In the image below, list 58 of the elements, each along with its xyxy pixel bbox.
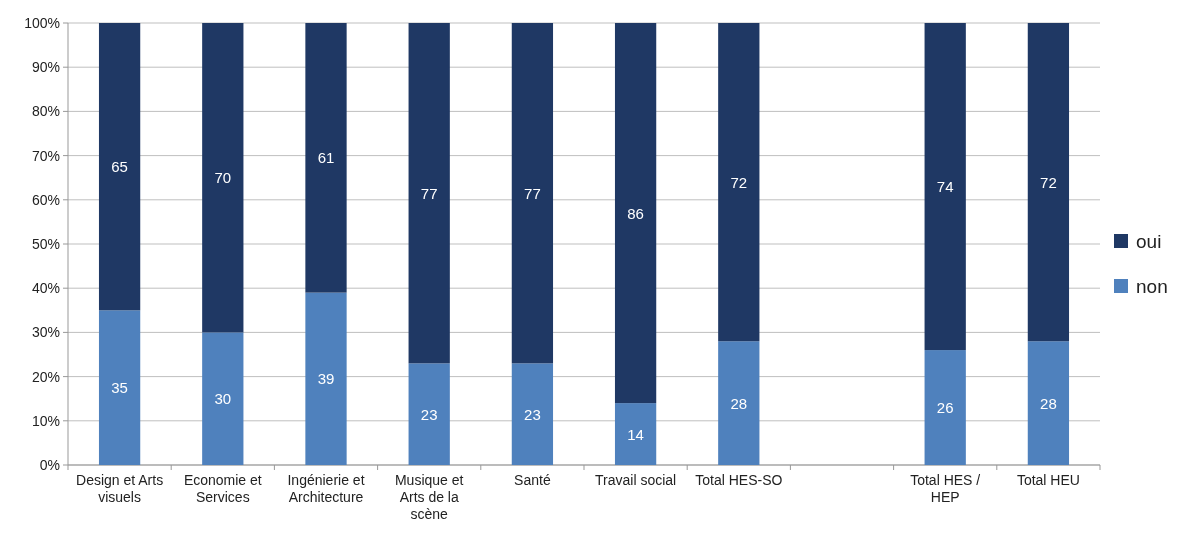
y-tick-label: 50% (31, 236, 60, 252)
bar (924, 350, 966, 465)
bar (305, 292, 347, 465)
data-label: 61 (317, 149, 335, 167)
y-tick-label: 30% (31, 324, 60, 341)
data-label: 86 (627, 204, 644, 222)
bar (408, 23, 450, 364)
bar (1027, 341, 1070, 465)
data-label: 23 (420, 405, 438, 423)
data-label: 72 (730, 173, 748, 191)
data-label: 74 (936, 178, 954, 196)
legend-label: oui (1136, 230, 1162, 252)
x-tick-label: Musique et Arts de la scène (394, 472, 464, 522)
data-label: 28 (1040, 394, 1057, 412)
y-tick-label: 60% (31, 191, 60, 208)
bar (718, 341, 760, 465)
data-label: 26 (936, 399, 954, 417)
data-label: 23 (524, 405, 541, 423)
y-tick-label: 0% (39, 457, 60, 473)
y-tick-label: 100% (24, 15, 60, 31)
bar (98, 310, 141, 465)
y-tick-label: 20% (31, 368, 60, 385)
x-tick-label: Design et Arts visuels (76, 472, 164, 505)
y-tick-label: 70% (31, 147, 60, 164)
data-label: 65 (111, 158, 128, 176)
bar (511, 363, 554, 465)
x-tick-label: Total HES / HEP (910, 472, 981, 505)
bar (614, 403, 657, 465)
data-label: 77 (524, 184, 541, 202)
data-label: 14 (627, 425, 644, 443)
data-label: 35 (111, 379, 128, 397)
legend-label: non (1136, 275, 1168, 297)
bar (305, 23, 347, 293)
data-label: 30 (214, 390, 232, 408)
bar (924, 23, 966, 351)
x-tick-label: Ingénierie et Architecture (287, 472, 365, 505)
x-tick-label: Economie et Services (183, 472, 262, 505)
x-tick-label: Total HES-SO (695, 472, 783, 488)
x-tick-label: Travail social (595, 472, 677, 488)
bar (1027, 23, 1070, 342)
data-label: 39 (317, 370, 335, 388)
data-label: 77 (420, 184, 438, 202)
bar (202, 332, 244, 465)
x-tick-label: Santé (514, 472, 551, 488)
y-tick-label: 40% (31, 280, 60, 297)
data-label: 72 (1040, 173, 1057, 191)
bar (511, 23, 554, 364)
y-tick-label: 10% (31, 412, 60, 429)
data-label: 28 (730, 394, 748, 412)
bar (408, 363, 450, 465)
bar (202, 23, 244, 333)
bar (718, 23, 760, 342)
data-label: 70 (214, 169, 232, 187)
bar (98, 23, 141, 311)
y-tick-label: 80% (31, 103, 60, 120)
bar (614, 23, 657, 404)
x-tick-label: Total HEU (1016, 472, 1080, 488)
y-tick-label: 90% (31, 59, 60, 76)
